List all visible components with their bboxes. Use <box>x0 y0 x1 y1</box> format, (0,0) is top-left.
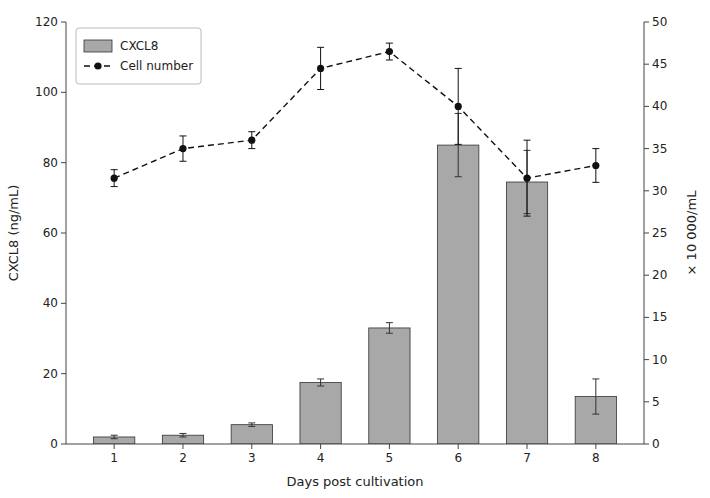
plot-area <box>66 22 644 444</box>
x-axis-line <box>66 444 644 445</box>
series-line <box>111 48 600 182</box>
x-tick-label: 1 <box>110 451 118 465</box>
x-tick-label: 6 <box>454 451 462 465</box>
legend-marker <box>94 62 101 69</box>
series-bar <box>94 145 617 444</box>
y2-tick-label: 35 <box>652 142 667 156</box>
error-bar <box>179 433 186 437</box>
x-tick <box>114 444 115 449</box>
error-bar <box>592 379 599 414</box>
y-tick-label: 120 <box>35 15 58 29</box>
x-tick <box>182 444 183 449</box>
error-bar <box>386 323 393 334</box>
bar <box>369 328 410 444</box>
x-tick-label: 2 <box>179 451 187 465</box>
legend: CXCL8 Cell number <box>76 28 201 84</box>
x-tick-label: 5 <box>386 451 394 465</box>
x-tick-label: 7 <box>523 451 531 465</box>
y2-tick <box>644 359 649 360</box>
y-tick-label: 80 <box>43 156 58 170</box>
y-tick <box>61 22 66 23</box>
y-axis-label: CXCL8 (ng/mL) <box>6 185 21 282</box>
y2-tick-label: 50 <box>652 15 667 29</box>
chart: 1234567802040608010012005101520253035404… <box>0 0 710 498</box>
y-tick-label: 60 <box>43 226 58 240</box>
y2-tick-label: 25 <box>652 226 667 240</box>
legend-box <box>76 28 201 84</box>
y2-tick-label: 20 <box>652 268 667 282</box>
y2-tick <box>644 64 649 65</box>
x-tick <box>320 444 321 449</box>
error-bars <box>111 113 600 438</box>
y2-tick <box>644 444 649 445</box>
y2-tick-label: 0 <box>652 437 660 451</box>
legend-label: CXCL8 <box>120 39 158 53</box>
y2-tick-label: 40 <box>652 99 667 113</box>
axes: 1234567802040608010012005101520253035404… <box>35 15 667 465</box>
x-tick <box>595 444 596 449</box>
x-tick-label: 8 <box>592 451 600 465</box>
x-tick-label: 3 <box>248 451 256 465</box>
y-tick-label: 40 <box>43 296 58 310</box>
y-tick <box>61 373 66 374</box>
error-bar <box>524 140 531 216</box>
error-bars <box>111 43 600 216</box>
x-tick <box>251 444 252 449</box>
y2-tick <box>644 106 649 107</box>
bar <box>300 382 341 444</box>
y2-tick-label: 10 <box>652 353 667 367</box>
data-layer <box>94 43 617 444</box>
y2-tick <box>644 275 649 276</box>
y2-tick <box>644 317 649 318</box>
legend-swatch <box>84 40 112 52</box>
x-tick <box>458 444 459 449</box>
x-tick <box>389 444 390 449</box>
error-bar <box>111 170 118 187</box>
y2-tick-label: 5 <box>652 395 660 409</box>
error-bar <box>179 136 186 161</box>
y-tick-label: 0 <box>50 437 58 451</box>
error-bar <box>248 132 255 149</box>
error-bar <box>386 43 393 60</box>
y2-tick <box>644 190 649 191</box>
legend-label: Cell number <box>120 59 193 73</box>
x-tick <box>527 444 528 449</box>
y2-tick <box>644 148 649 149</box>
y2-tick <box>644 401 649 402</box>
y-tick <box>61 303 66 304</box>
error-bar <box>248 423 255 427</box>
y-tick <box>61 162 66 163</box>
x-axis-label: Days post cultivation <box>286 474 423 489</box>
y2-tick <box>644 22 649 23</box>
error-bar <box>111 435 118 439</box>
error-bar <box>455 68 462 144</box>
bar <box>438 145 479 444</box>
y-tick <box>61 444 66 445</box>
bar <box>231 425 272 444</box>
y-tick-label: 100 <box>35 85 58 99</box>
y-tick <box>61 92 66 93</box>
y2-axis-label: × 10 000/mL <box>684 190 699 276</box>
error-bar <box>592 149 599 183</box>
line <box>114 52 596 179</box>
y-tick-label: 20 <box>43 367 58 381</box>
y2-tick-label: 45 <box>652 57 667 71</box>
error-bar <box>317 47 324 89</box>
y2-tick-label: 15 <box>652 310 667 324</box>
y2-tick <box>644 233 649 234</box>
error-bar <box>317 379 324 386</box>
x-tick-label: 4 <box>317 451 325 465</box>
y2-tick-label: 30 <box>652 184 667 198</box>
bar <box>506 182 547 444</box>
y-tick <box>61 233 66 234</box>
